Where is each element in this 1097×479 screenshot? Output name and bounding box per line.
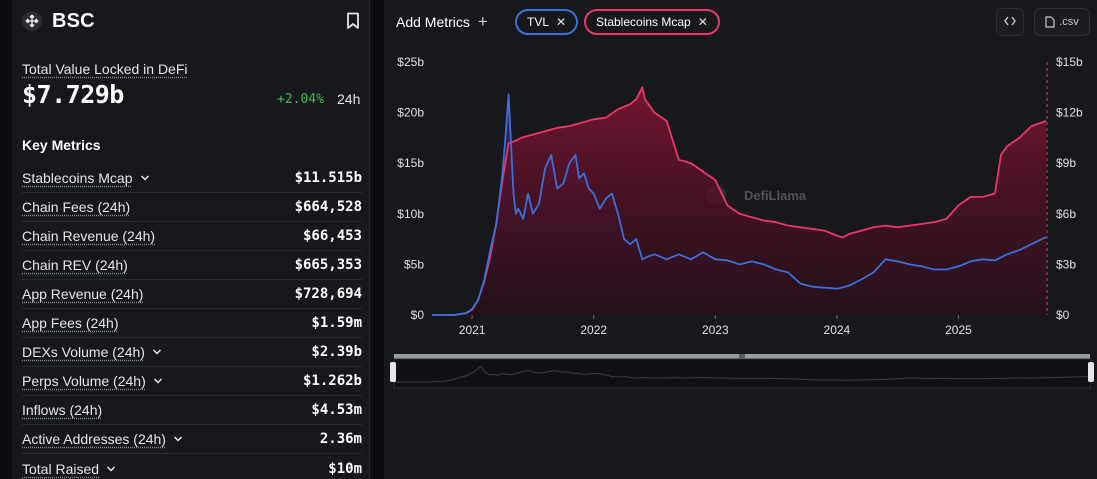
csv-download-button[interactable]: .csv <box>1034 8 1090 36</box>
chevron-down-icon[interactable] <box>153 376 163 386</box>
metric-row: Inflows (24h) $4.53m <box>22 396 362 425</box>
range-slider-left-handle <box>390 362 396 382</box>
add-metrics-button[interactable]: Add Metrics + <box>388 8 496 36</box>
tvl-value: $7.729b <box>22 80 124 109</box>
metric-value: $1.262b <box>302 373 362 389</box>
metric-row[interactable]: Active Addresses (24h) 2.36m <box>22 425 362 454</box>
metric-label: Stablecoins Mcap <box>22 170 150 186</box>
remove-tvl-icon[interactable]: ✕ <box>556 15 567 29</box>
stablecoins-pill-label: Stablecoins Mcap <box>596 15 691 29</box>
add-metrics-label: Add Metrics <box>396 14 470 30</box>
left-axis-tick-label: $15b <box>397 156 424 170</box>
x-axis-tick-label: 2021 <box>459 323 486 337</box>
right-axis-tick-label: $6b <box>1056 207 1076 221</box>
left-axis-tick-label: $20b <box>397 106 424 120</box>
left-axis-tick-label: $25b <box>397 55 424 69</box>
left-axis-tick-label: $5b <box>404 257 424 271</box>
metric-label: DEXs Volume (24h) <box>22 344 162 360</box>
chart-toolbar: Add Metrics + TVL ✕ Stablecoins Mcap ✕ .… <box>384 8 1097 36</box>
chevron-down-icon[interactable] <box>106 464 116 474</box>
chevron-down-icon[interactable] <box>173 434 183 444</box>
tvl-stablecoins-chart[interactable]: DefiLlama $0 $5b $10b $15b $20b $25b $0 $3b $6b $9… <box>384 40 1097 479</box>
file-icon <box>1045 16 1055 28</box>
metric-row[interactable]: Stablecoins Mcap $11.515b <box>22 164 362 193</box>
range-slider-preview-line <box>394 365 1091 383</box>
right-axis-tick-label: $3b <box>1056 257 1076 271</box>
metric-value: $728,694 <box>294 286 362 302</box>
right-axis-tick-label: $15b <box>1056 55 1083 69</box>
tvl-metric-pill[interactable]: TVL ✕ <box>515 9 579 35</box>
chart-panel: Add Metrics + TVL ✕ Stablecoins Mcap ✕ .… <box>384 0 1097 479</box>
stablecoins-metric-pill[interactable]: Stablecoins Mcap ✕ <box>584 9 720 35</box>
metric-value: 2.36m <box>319 431 362 447</box>
csv-label: .csv <box>1059 16 1079 28</box>
x-axis-tick-label: 2023 <box>702 323 729 337</box>
stablecoins-line <box>432 86 1047 316</box>
chain-header: BSC <box>22 8 362 34</box>
x-axis-tick-label: 2024 <box>824 323 851 337</box>
metric-label: Total Raised <box>22 461 116 477</box>
metric-value: $1.59m <box>311 315 362 331</box>
chain-overview-panel: BSC Total Value Locked in DeFi $7.729b +… <box>12 0 370 479</box>
metric-row: Chain Revenue (24h) $66,453 <box>22 222 362 251</box>
bsc-logo-icon <box>22 11 42 31</box>
metric-value: $664,528 <box>294 199 362 215</box>
metric-row: App Fees (24h) $1.59m <box>22 309 362 338</box>
metric-value: $66,453 <box>302 228 362 244</box>
metric-label: Inflows (24h) <box>22 402 103 418</box>
embed-button[interactable] <box>996 8 1024 36</box>
x-axis-tick-label: 2025 <box>945 323 972 337</box>
metric-label: Perps Volume (24h) <box>22 373 163 389</box>
metric-label: App Revenue (24h) <box>22 286 144 302</box>
metric-label: Active Addresses (24h) <box>22 431 183 447</box>
key-metrics-title: Key Metrics <box>22 137 101 153</box>
x-axis-tick-label: 2022 <box>580 323 607 337</box>
metric-label: Chain REV (24h) <box>22 257 128 273</box>
tvl-line <box>432 93 1047 316</box>
chevron-down-icon[interactable] <box>140 173 150 183</box>
metric-value: $665,353 <box>294 257 362 273</box>
range-slider-track <box>393 358 1091 389</box>
plus-icon: + <box>477 12 488 31</box>
remove-stablecoins-icon[interactable]: ✕ <box>697 15 708 29</box>
metric-row: Chain REV (24h) $665,353 <box>22 251 362 280</box>
tvl-pill-label: TVL <box>527 15 550 29</box>
watermark-text: DefiLlama <box>744 188 807 203</box>
tvl-period: 24h <box>337 91 361 107</box>
stablecoins-area <box>432 87 1046 315</box>
right-axis-tick-label: $12b <box>1056 106 1083 120</box>
left-axis-tick-label: $10b <box>397 207 424 221</box>
metric-row: App Revenue (24h) $728,694 <box>22 280 362 309</box>
tvl-change: +2.04% <box>277 92 324 107</box>
right-axis-tick-label: $0 <box>1056 308 1070 322</box>
range-slider-grip <box>739 354 745 359</box>
left-axis-tick-label: $0 <box>411 308 425 322</box>
range-slider-right-handle <box>1088 362 1094 382</box>
metric-row[interactable]: Perps Volume (24h) $1.262b <box>22 367 362 396</box>
chevron-down-icon[interactable] <box>152 347 162 357</box>
metric-label: Chain Fees (24h) <box>22 199 131 215</box>
tvl-label: Total Value Locked in DeFi <box>22 61 188 77</box>
metric-value: $2.39b <box>311 344 362 360</box>
metric-value: $11.515b <box>294 170 362 186</box>
right-axis-tick-label: $9b <box>1056 156 1076 170</box>
metric-value: $4.53m <box>311 402 362 418</box>
metric-label: Chain Revenue (24h) <box>22 228 156 244</box>
metric-value: $10m <box>328 460 362 477</box>
metric-label: App Fees (24h) <box>22 315 119 331</box>
metric-row[interactable]: Total Raised $10m <box>22 454 362 479</box>
metric-row[interactable]: DEXs Volume (24h) $2.39b <box>22 338 362 367</box>
key-metrics-list: Stablecoins Mcap $11.515b Chain Fees (24h)… <box>22 164 362 479</box>
chain-name: BSC <box>52 9 95 32</box>
code-icon <box>1004 16 1016 29</box>
bookmark-icon[interactable] <box>346 12 360 30</box>
metric-row: Chain Fees (24h) $664,528 <box>22 193 362 222</box>
